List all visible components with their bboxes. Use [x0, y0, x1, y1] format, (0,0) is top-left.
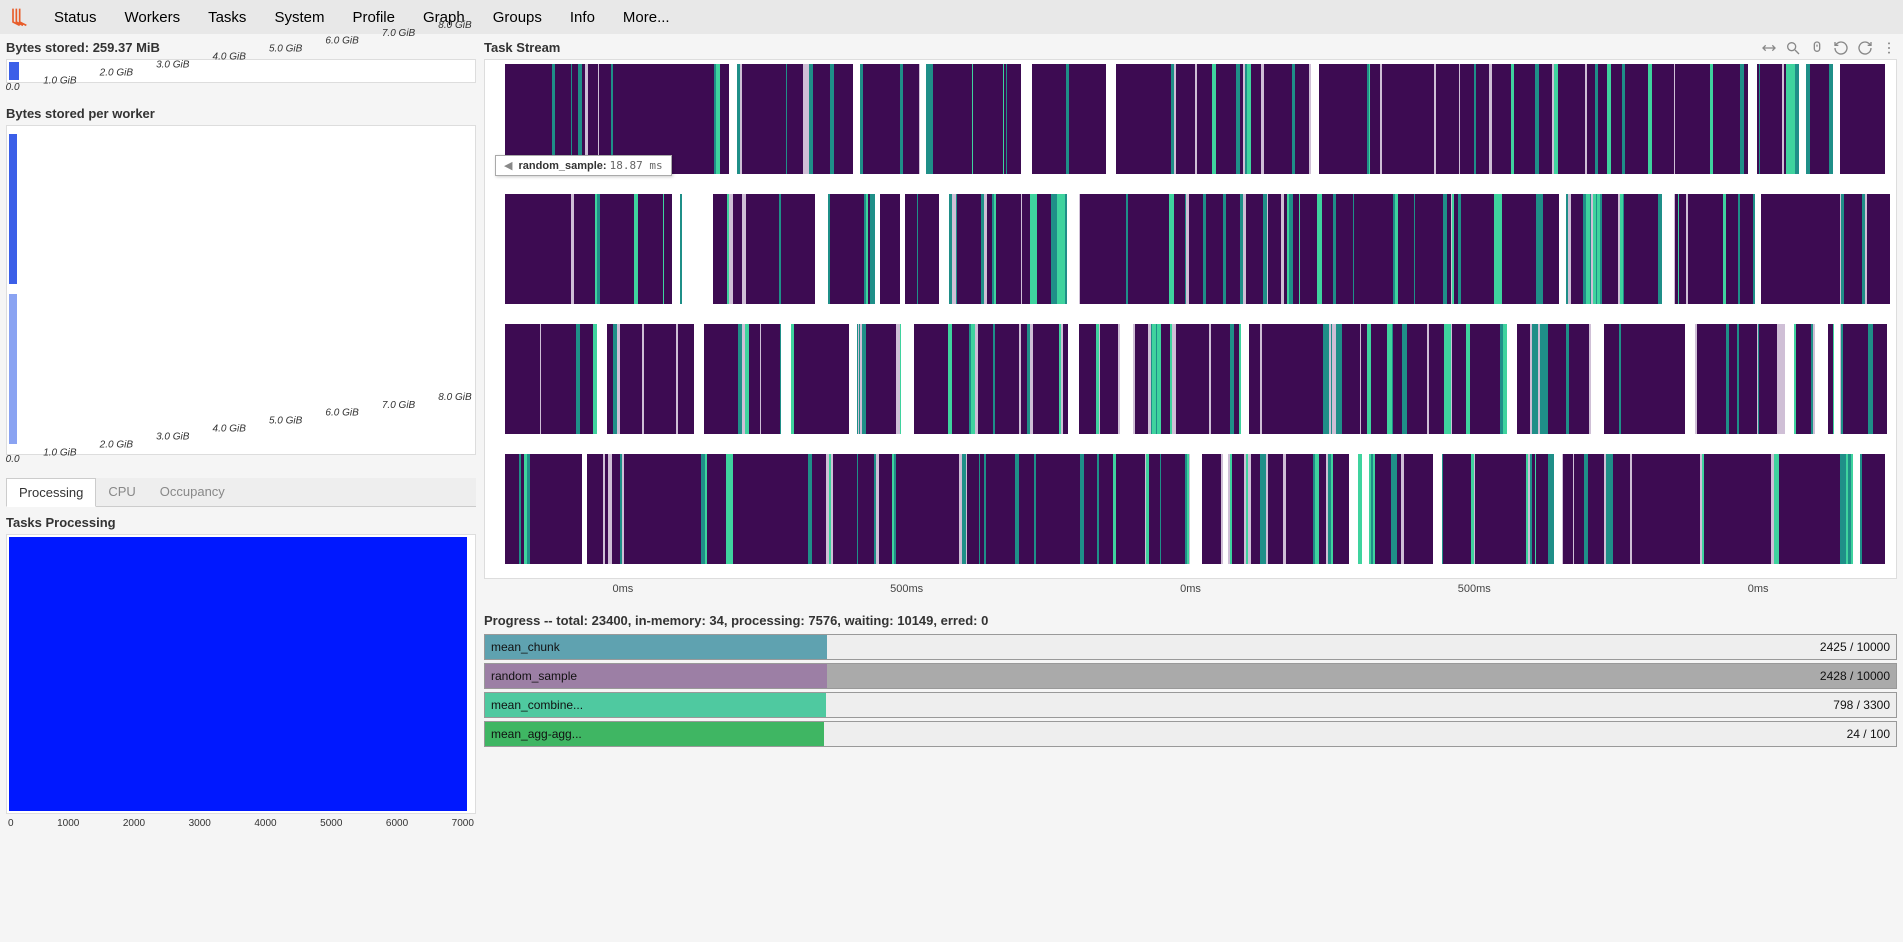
progress-label: mean_agg-agg...	[491, 727, 582, 741]
task-stream-title: Task Stream	[484, 40, 560, 55]
tasks-processing-axis: 0 1000 2000 3000 4000 5000 6000 7000	[6, 814, 476, 833]
task-stream-tooltip: ◀ random_sample: 18.87 ms	[495, 155, 672, 176]
worker-bar-1	[9, 134, 17, 284]
nav-profile[interactable]: Profile	[338, 9, 409, 26]
wheel-zoom-icon[interactable]	[1809, 40, 1825, 59]
bytes-stored-bar	[9, 62, 19, 80]
progress-memory	[827, 664, 1896, 688]
refresh-icon[interactable]	[1857, 40, 1873, 59]
bytes-stored-panel: Bytes stored: 259.37 MiB 0.0 1.0 GiB 2.0…	[6, 40, 476, 98]
dask-logo-icon	[8, 7, 28, 27]
progress-title: Progress -- total: 23400, in-memory: 34,…	[484, 613, 1897, 628]
tab-processing[interactable]: Processing	[6, 478, 96, 507]
progress-label: random_sample	[491, 669, 577, 683]
task-stream-row	[505, 454, 1892, 564]
progress-count: 798 / 3300	[1833, 698, 1890, 712]
progress-count: 24 / 100	[1847, 727, 1890, 741]
tab-cpu[interactable]: CPU	[96, 478, 147, 506]
tasks-processing-title: Tasks Processing	[6, 515, 476, 530]
tasks-processing-panel: Tasks Processing 0 1000 2000 3000 4000 5…	[6, 515, 476, 833]
bytes-per-worker-panel: Bytes stored per worker 0.0 1.0 GiB 2.0 …	[6, 106, 476, 470]
progress-container: mean_chunk 2425 / 10000 random_sample 2428 …	[484, 634, 1897, 750]
menu-icon[interactable]	[1881, 40, 1897, 59]
progress-row: mean_combine... 798 / 3300	[484, 692, 1897, 718]
progress-row: random_sample 2428 / 10000	[484, 663, 1897, 689]
progress-row: mean_agg-agg... 24 / 100	[484, 721, 1897, 747]
task-stream-row	[505, 64, 1892, 174]
processing-tabs: Processing CPU Occupancy	[6, 478, 476, 507]
top-nav: Status Workers Tasks System Profile Grap…	[0, 0, 1903, 34]
nav-system[interactable]: System	[260, 9, 338, 26]
bytes-per-worker-title: Bytes stored per worker	[6, 106, 476, 121]
progress-label: mean_chunk	[491, 640, 560, 654]
tooltip-value: 18.87 ms	[610, 159, 663, 172]
task-stream-row	[505, 324, 1892, 434]
nav-info[interactable]: Info	[556, 9, 609, 26]
tasks-processing-bar	[9, 537, 467, 811]
tasks-processing-chart[interactable]	[6, 534, 476, 814]
nav-tasks[interactable]: Tasks	[194, 9, 260, 26]
task-stream-chart[interactable]: ◀ random_sample: 18.87 ms	[484, 59, 1897, 579]
task-stream-row	[505, 194, 1892, 304]
tooltip-arrow-icon: ◀	[504, 160, 512, 172]
nav-status[interactable]: Status	[40, 9, 111, 26]
nav-groups[interactable]: Groups	[479, 9, 556, 26]
nav-workers[interactable]: Workers	[111, 9, 195, 26]
tab-occupancy[interactable]: Occupancy	[148, 478, 237, 506]
nav-more[interactable]: More...	[609, 9, 684, 26]
reset-icon[interactable]	[1833, 40, 1849, 59]
task-stream-toolbar	[1761, 40, 1897, 59]
box-zoom-icon[interactable]	[1785, 40, 1801, 59]
task-stream-axis: 0ms 500ms 0ms 500ms 0ms	[484, 579, 1897, 603]
progress-count: 2428 / 10000	[1820, 669, 1890, 683]
worker-bar-2	[9, 294, 17, 444]
pan-icon[interactable]	[1761, 40, 1777, 59]
progress-row: mean_chunk 2425 / 10000	[484, 634, 1897, 660]
progress-count: 2425 / 10000	[1820, 640, 1890, 654]
progress-label: mean_combine...	[491, 698, 583, 712]
tooltip-name: random_sample:	[519, 160, 607, 172]
